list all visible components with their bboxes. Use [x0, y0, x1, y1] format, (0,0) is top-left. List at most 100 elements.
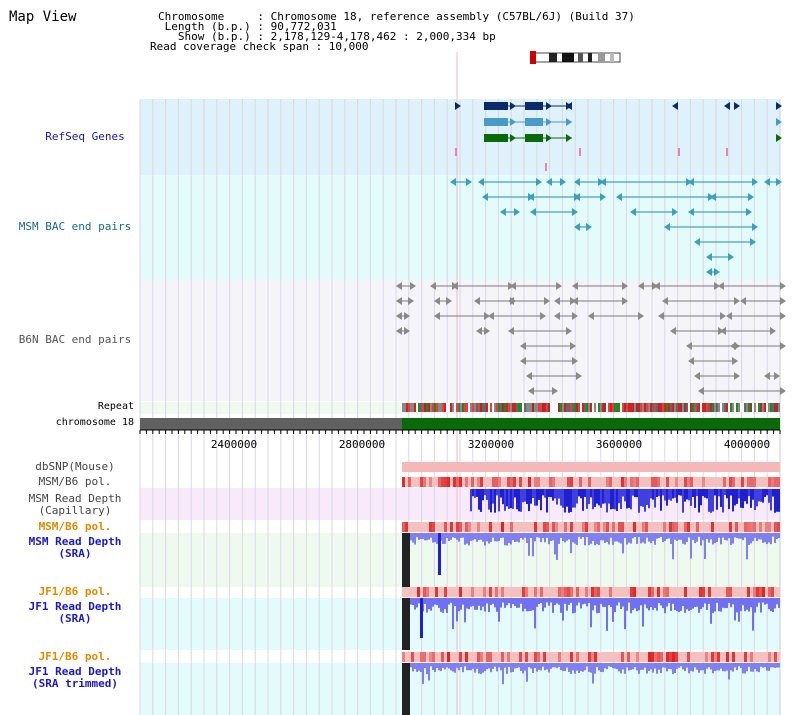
- depth-bar: [538, 489, 540, 500]
- msm-bac-end: [528, 193, 534, 201]
- depth-bar: [644, 533, 646, 544]
- depth-bar: [554, 663, 556, 668]
- depth-bar: [524, 533, 526, 538]
- msm-bac-end: [748, 193, 754, 201]
- pol-track-hit: [609, 477, 612, 487]
- repeat-segment: [576, 403, 578, 412]
- depth-bar: [456, 598, 458, 622]
- depth-bar: [474, 533, 476, 540]
- pol-track-hit: [774, 477, 777, 487]
- pol-track-hit: [717, 652, 720, 662]
- pol-track-hit: [669, 652, 672, 662]
- track-label-refseq[interactable]: RefSeq Genes: [45, 130, 125, 143]
- depth-bar: [704, 598, 706, 604]
- depth-bar: [684, 489, 686, 502]
- depth-bar: [584, 489, 586, 497]
- msm-bac-end: [664, 223, 670, 231]
- track-label-jf1-b6-pol-1[interactable]: JF1/B6 pol.: [38, 585, 112, 598]
- depth-bar: [612, 489, 614, 509]
- depth-bar: [708, 489, 710, 512]
- depth-bar: [754, 533, 756, 538]
- repeat-segment: [492, 403, 494, 412]
- repeat-segment: [494, 403, 496, 412]
- track-label-msm-bac[interactable]: MSM BAC end pairs: [18, 220, 132, 233]
- pol-track-hit: [729, 587, 732, 597]
- track-label-msm-read-depth-cap[interactable]: MSM Read Depth (Capillary): [28, 492, 122, 517]
- pol-track-hit: [570, 652, 573, 662]
- depth-bar: [620, 533, 622, 544]
- b6n-bac-end: [526, 372, 532, 380]
- depth-bar: [520, 489, 522, 512]
- depth-bar: [480, 598, 482, 611]
- track-label-msm-b6-pol-1[interactable]: MSM/B6 pol.: [38, 475, 112, 488]
- depth-bar: [752, 663, 754, 672]
- depth-bar: [552, 663, 554, 668]
- pol-track-hit: [537, 477, 540, 487]
- depth-bar: [604, 663, 606, 669]
- b6n-bac-end: [720, 327, 726, 335]
- repeat-segment: [422, 403, 424, 412]
- b6n-bac-end: [622, 282, 628, 290]
- track-label-jf1-b6-pol-2[interactable]: JF1/B6 pol.: [38, 650, 112, 663]
- depth-bar: [728, 533, 730, 539]
- depth-bar: [702, 663, 704, 671]
- repeat-segment: [598, 403, 600, 412]
- depth-bar: [506, 533, 508, 546]
- pol-track-hit: [612, 522, 615, 532]
- depth-bar: [694, 663, 696, 668]
- track-label-b6n-bac[interactable]: B6N BAC end pairs: [18, 333, 132, 346]
- track-label-msm-read-depth-sra[interactable]: MSM Read Depth (SRA): [28, 535, 122, 560]
- repeat-features: [402, 403, 780, 412]
- refseq-features: [455, 102, 782, 171]
- depth-bar: [730, 598, 732, 608]
- depth-bar: [508, 598, 510, 604]
- depth-bar: [508, 489, 510, 509]
- track-label-dbsnp[interactable]: dbSNP(Mouse): [35, 460, 115, 473]
- refseq-strand-arrow: [455, 102, 461, 110]
- depth-bar: [630, 598, 632, 614]
- depth-bar: [626, 489, 628, 509]
- depth-bar: [758, 489, 760, 502]
- depth-bar: [468, 533, 470, 546]
- depth-bar: [554, 489, 556, 499]
- track-label-jf1-read-depth-sra[interactable]: JF1 Read Depth (SRA): [28, 600, 122, 625]
- depth-bar: [528, 533, 530, 556]
- depth-bar: [492, 489, 494, 504]
- pol-track-hit: [675, 522, 678, 532]
- track-label-msm-b6-pol-2[interactable]: MSM/B6 pol.: [38, 520, 112, 533]
- b6n-bac-end: [740, 297, 746, 305]
- chromosome-ideogram[interactable]: [530, 51, 621, 64]
- depth-bar: [492, 533, 494, 538]
- repeat-segment: [434, 403, 436, 412]
- depth-bar: [570, 598, 572, 603]
- pol-track-hit: [594, 522, 597, 532]
- msm-bac-end: [776, 178, 782, 186]
- b6n-bac-end: [434, 312, 440, 320]
- depth-bar: [482, 489, 484, 501]
- depth-bar: [770, 598, 772, 612]
- pol-track-hit: [762, 587, 765, 597]
- repeat-segment: [656, 403, 658, 412]
- refseq-strand-arrow: [510, 134, 516, 142]
- depth-bar: [436, 663, 438, 669]
- pol-track-hit: [423, 587, 426, 597]
- depth-bar: [748, 533, 750, 545]
- pol-track-hit: [666, 477, 669, 487]
- msm-bac-end: [706, 268, 712, 276]
- depth-bar: [648, 598, 650, 611]
- dbsnp-track: [402, 462, 780, 472]
- pol-track-hit: [501, 652, 504, 662]
- depth-bar: [568, 489, 570, 513]
- track-label-jf1-read-depth-trim[interactable]: JF1 Read Depth (SRA trimmed): [28, 665, 122, 690]
- depth-bar: [532, 489, 534, 499]
- pol-track-hit: [708, 587, 711, 597]
- depth-bar: [746, 598, 748, 610]
- depth-bar: [442, 598, 444, 613]
- depth-bar: [576, 533, 578, 545]
- depth-bar: [682, 533, 684, 544]
- depth-bar: [496, 489, 498, 496]
- depth-bar: [752, 598, 754, 631]
- depth-bar: [706, 533, 708, 540]
- depth-bar: [486, 533, 488, 542]
